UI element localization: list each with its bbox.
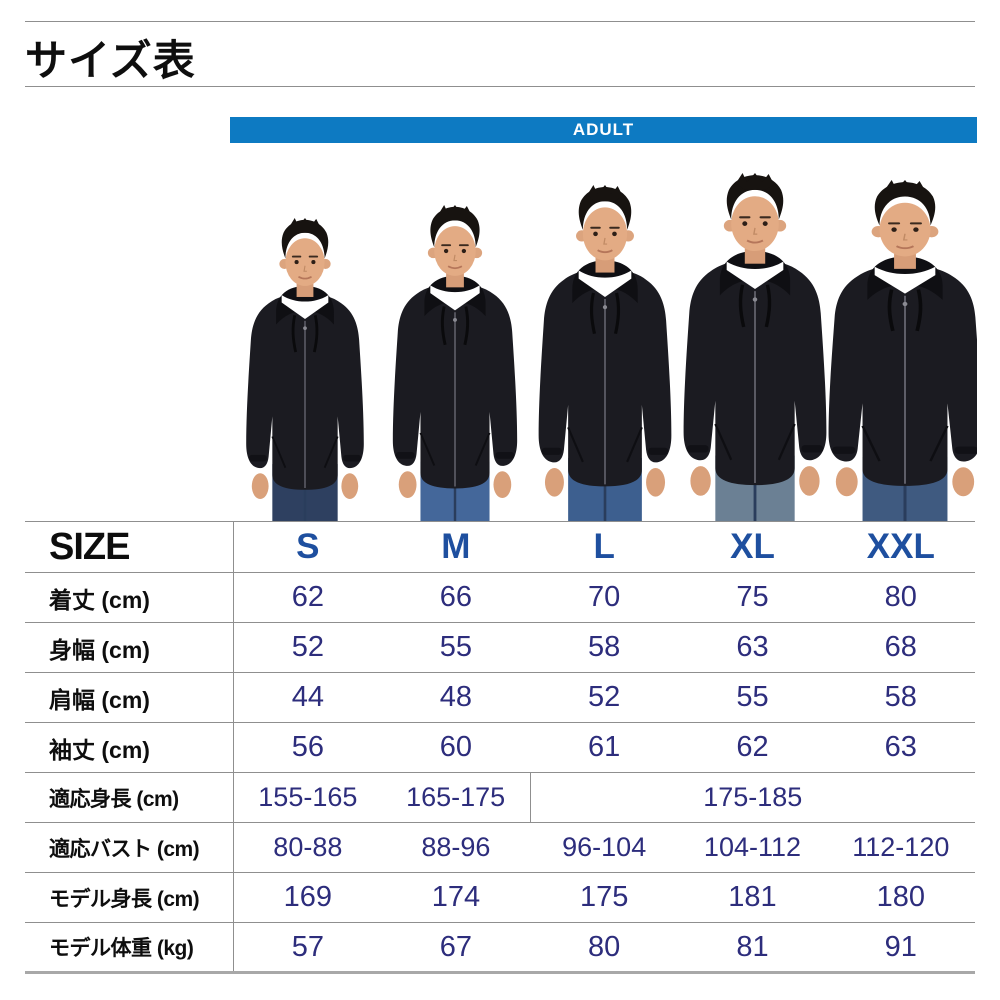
table-cell-merged: 175-185 (529, 772, 975, 823)
size-header: SIZE (25, 521, 234, 573)
table-cell: 175 (530, 872, 679, 923)
adult-banner: ADULT (230, 117, 977, 143)
table-row-shoulder-width: 肩幅 (cm) 44 48 52 55 58 (25, 672, 975, 723)
column-header-l: L (530, 521, 679, 573)
table-cell: 180 (826, 872, 975, 923)
table-cell: 58 (530, 622, 679, 673)
table-cell: 81 (678, 922, 827, 974)
table-cell: 58 (826, 672, 975, 723)
table-cell: 44 (233, 672, 382, 723)
title-divider (25, 86, 975, 87)
table-cell: 61 (530, 722, 679, 773)
table-cell: 104-112 (678, 822, 827, 873)
table-cell: 52 (233, 622, 382, 673)
table-cell: 80 (530, 922, 679, 974)
model-size-m (393, 205, 517, 521)
table-cell: 62 (678, 722, 827, 773)
table-cell: 88-96 (381, 822, 531, 873)
table-cell: 112-120 (826, 822, 975, 873)
table-cell: 63 (678, 622, 827, 673)
row-label: 身幅 (cm) (25, 622, 234, 673)
model-size-l (539, 185, 672, 521)
table-cell: 181 (678, 872, 827, 923)
top-divider (25, 21, 975, 22)
table-row-fit-bust: 適応バスト (cm) 80-88 88-96 96-104 104-112 11… (25, 822, 975, 873)
table-cell: 57 (233, 922, 382, 974)
table-cell: 80-88 (233, 822, 382, 873)
row-label: 肩幅 (cm) (25, 672, 234, 723)
row-label: モデル体重 (kg) (25, 922, 234, 974)
table-row-body-length: 着丈 (cm) 62 66 70 75 80 (25, 572, 975, 623)
row-label: モデル身長 (cm) (25, 872, 234, 923)
table-cell: 63 (826, 722, 975, 773)
size-table: SIZE S M L XL XXL 着丈 (cm) 62 66 70 75 80… (25, 521, 975, 974)
row-label: 袖丈 (cm) (25, 722, 234, 773)
page-title: サイズ表 (25, 37, 196, 84)
table-cell: 165-175 (381, 772, 531, 823)
table-cell: 70 (530, 572, 679, 623)
table-cell: 66 (381, 572, 531, 623)
models-photo (230, 150, 977, 521)
table-cell: 67 (381, 922, 531, 974)
adult-banner-label: ADULT (572, 120, 635, 139)
table-cell: 155-165 (233, 772, 382, 823)
table-row-body-width: 身幅 (cm) 52 55 58 63 68 (25, 622, 975, 673)
table-row-model-weight: モデル体重 (kg) 57 67 80 81 91 (25, 922, 975, 974)
column-header-xl: XL (678, 521, 827, 573)
table-cell: 55 (678, 672, 827, 723)
table-row-sleeve-length: 袖丈 (cm) 56 60 61 62 63 (25, 722, 975, 773)
table-cell: 91 (826, 922, 975, 974)
table-cell: 52 (530, 672, 679, 723)
column-header-xxl: XXL (826, 521, 975, 573)
model-size-xxl (829, 180, 977, 521)
table-cell: 80 (826, 572, 975, 623)
table-row-model-height: モデル身長 (cm) 169 174 175 181 180 (25, 872, 975, 923)
model-size-s (246, 218, 364, 521)
table-cell: 174 (381, 872, 531, 923)
table-cell: 62 (233, 572, 382, 623)
table-cell: 56 (233, 722, 382, 773)
table-cell: 68 (826, 622, 975, 673)
models-illustration (230, 150, 977, 521)
column-header-m: M (381, 521, 531, 573)
table-cell: 55 (381, 622, 531, 673)
table-cell: 169 (233, 872, 382, 923)
row-label: 適応バスト (cm) (25, 822, 234, 873)
size-table-header-row: SIZE S M L XL XXL (25, 521, 975, 573)
table-row-fit-height: 適応身長 (cm) 155-165 165-175 175-185 (25, 772, 975, 823)
table-cell: 75 (678, 572, 827, 623)
column-header-s: S (233, 521, 382, 573)
table-cell: 48 (381, 672, 531, 723)
table-cell: 60 (381, 722, 531, 773)
row-label: 適応身長 (cm) (25, 772, 234, 823)
row-label: 着丈 (cm) (25, 572, 234, 623)
model-size-xl (684, 173, 827, 521)
table-cell: 96-104 (530, 822, 679, 873)
